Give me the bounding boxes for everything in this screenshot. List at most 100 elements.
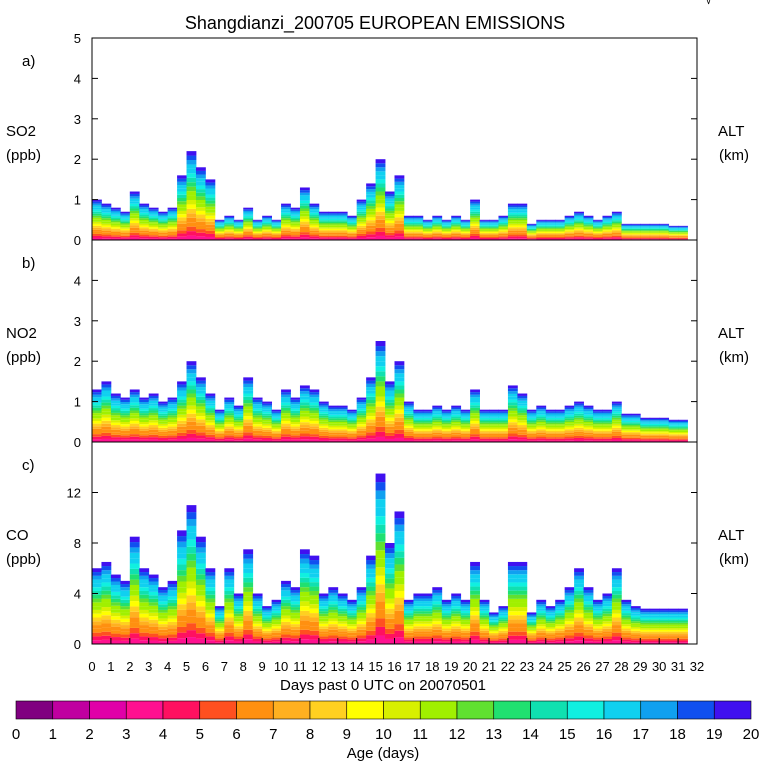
stack-segment-no2 xyxy=(148,408,159,411)
stack-segment-so2 xyxy=(328,230,339,232)
stack-segment-no2 xyxy=(555,430,566,433)
stack-segment-so2 xyxy=(281,236,291,239)
stack-segment-so2 xyxy=(555,233,566,235)
stack-segment-co xyxy=(385,563,395,569)
stack-segment-so2 xyxy=(593,238,603,240)
stack-segment-so2 xyxy=(205,185,216,189)
stack-segment-no2 xyxy=(167,419,178,422)
stack-segment-so2 xyxy=(583,226,594,228)
stack-segment-no2 xyxy=(318,437,329,440)
stack-segment-no2 xyxy=(678,424,688,426)
stack-segment-no2 xyxy=(545,425,556,428)
stack-segment-so2 xyxy=(649,238,660,240)
stack-segment-no2 xyxy=(177,408,187,412)
stack-segment-so2 xyxy=(394,230,405,234)
stack-segment-no2 xyxy=(186,389,197,394)
stack-segment-no2 xyxy=(309,415,320,419)
stack-segment-so2 xyxy=(205,203,216,207)
stack-segment-so2 xyxy=(507,214,518,217)
stack-segment-no2 xyxy=(385,387,395,391)
stack-segment-co xyxy=(668,633,679,636)
stack-segment-co xyxy=(281,637,291,641)
stack-segment-so2 xyxy=(281,223,291,226)
stack-segment-no2 xyxy=(366,412,376,417)
stack-segment-co xyxy=(403,632,414,636)
stack-segment-co xyxy=(101,631,112,636)
stack-segment-no2 xyxy=(507,399,518,403)
stack-segment-no2 xyxy=(678,422,688,424)
stack-segment-so2 xyxy=(611,218,622,221)
stack-segment-no2 xyxy=(110,432,121,435)
stack-segment-co xyxy=(555,621,566,625)
stack-segment-no2 xyxy=(243,425,254,430)
stack-segment-co xyxy=(479,613,490,616)
stack-segment-so2 xyxy=(460,234,471,236)
stack-segment-co xyxy=(148,619,159,624)
stack-segment-no2 xyxy=(385,399,395,403)
stack-segment-no2 xyxy=(366,399,376,404)
stack-segment-so2 xyxy=(640,225,651,227)
stack-segment-no2 xyxy=(403,409,414,412)
stack-segment-so2 xyxy=(129,220,140,224)
stack-segment-so2 xyxy=(602,221,613,224)
stack-segment-no2 xyxy=(555,440,566,442)
stack-segment-co xyxy=(611,613,622,618)
stack-segment-so2 xyxy=(422,237,433,239)
stack-segment-so2 xyxy=(385,210,395,214)
stack-segment-no2 xyxy=(526,433,537,436)
stack-segment-co xyxy=(413,598,424,602)
stack-segment-so2 xyxy=(611,237,622,239)
stack-segment-no2 xyxy=(545,409,556,412)
stack-segment-so2 xyxy=(621,237,632,239)
stack-segment-no2 xyxy=(413,425,424,428)
stack-segment-co xyxy=(110,605,121,610)
stack-segment-co xyxy=(536,604,547,607)
stack-segment-co xyxy=(413,611,424,614)
stack-segment-so2 xyxy=(507,234,518,237)
stack-segment-no2 xyxy=(545,435,556,438)
stack-segment-no2 xyxy=(403,407,414,410)
stack-segment-no2 xyxy=(649,423,660,426)
stack-segment-co xyxy=(630,640,641,643)
stack-segment-co xyxy=(366,573,376,578)
stack-segment-so2 xyxy=(328,224,339,226)
stack-segment-co xyxy=(139,587,150,591)
stack-segment-so2 xyxy=(489,227,499,229)
stack-segment-co xyxy=(205,640,216,644)
stack-segment-co xyxy=(611,606,622,610)
stack-segment-no2 xyxy=(422,433,433,436)
colorbar-swatch xyxy=(236,700,274,720)
stack-segment-co xyxy=(611,568,622,573)
stack-segment-so2 xyxy=(309,216,320,219)
stack-segment-co xyxy=(214,638,225,641)
stack-segment-co xyxy=(101,619,112,624)
stack-segment-co xyxy=(195,563,206,569)
stack-segment-no2 xyxy=(337,420,348,422)
stack-segment-co xyxy=(649,638,660,641)
stack-segment-so2 xyxy=(177,210,187,215)
stack-segment-no2 xyxy=(309,397,320,400)
stack-segment-so2 xyxy=(659,225,670,227)
stack-segment-no2 xyxy=(630,419,641,421)
stack-segment-co xyxy=(507,594,518,599)
stack-segment-co xyxy=(574,568,584,573)
stack-segment-co xyxy=(460,619,471,622)
stack-segment-co xyxy=(337,611,348,614)
stack-segment-so2 xyxy=(678,235,688,237)
stack-segment-no2 xyxy=(299,399,310,403)
stack-segment-no2 xyxy=(92,436,102,440)
stack-segment-so2 xyxy=(262,227,273,230)
stack-segment-no2 xyxy=(517,393,528,396)
stack-segment-no2 xyxy=(92,439,102,442)
stack-segment-no2 xyxy=(640,435,651,438)
stack-segment-co xyxy=(205,606,216,610)
stack-segment-co xyxy=(337,606,348,609)
stack-segment-so2 xyxy=(214,235,225,237)
colorbar-swatch xyxy=(566,700,605,720)
stack-segment-no2 xyxy=(309,402,320,406)
stack-segment-so2 xyxy=(309,212,320,215)
stack-segment-co xyxy=(186,567,197,575)
stack-segment-so2 xyxy=(498,236,509,238)
stack-segment-so2 xyxy=(489,226,499,228)
stack-segment-co xyxy=(564,590,575,593)
